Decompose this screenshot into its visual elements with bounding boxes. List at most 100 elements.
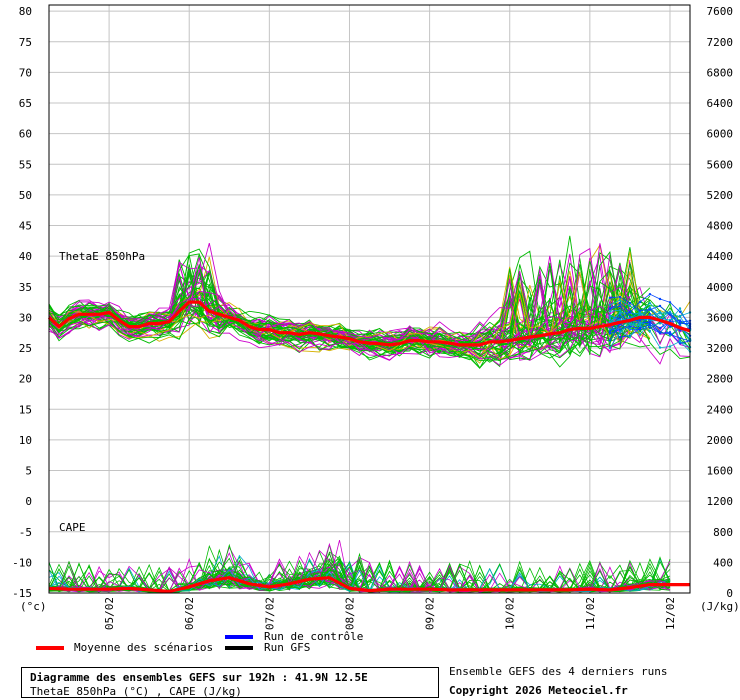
thetae-late-member-point [678,322,682,325]
axis-labels: -15 0 -10 400 -5 800 0 1200 5 1600 10 2000 15 2400 20 2… [12,5,740,630]
left-tick-label: 35 [19,281,32,294]
thetae-late-member-point [618,304,622,308]
left-tick-label: 25 [19,342,32,355]
left-tick-label: 50 [19,189,32,202]
left-tick-label: 0 [25,495,32,508]
right-tick-label: 400 [713,556,733,569]
thetae-late-member-point [648,329,652,333]
thetae-late-member-point [658,304,662,308]
thetae-late-member-point [638,300,642,304]
legend-label: Moyenne des scénarios [74,641,213,654]
thetae-late-member-point [628,304,632,308]
thetae-late-member-point [628,301,632,305]
thetae-late-member-point [648,293,652,296]
left-tick-label: 65 [19,97,32,110]
thetae-late-member-point [658,322,662,325]
thetae-late-member-point [618,298,622,302]
left-tick-label: 30 [19,311,32,324]
right-tick-label: 4400 [707,250,734,263]
thetae-late-member-point [668,301,672,304]
thetae-late-member-point [678,329,682,332]
thetae-late-member-point [648,320,652,323]
right-axis-unit: (J/kg) [700,600,740,613]
left-tick-label: 10 [19,434,32,447]
caption-subtitle: ThetaE 850hPa (°C) , CAPE (J/kg) [30,685,242,698]
left-tick-label: 55 [19,158,32,171]
thetae-late-member-point [638,333,642,336]
date-tick-label: 10/02 [504,597,517,630]
thetae-late-member-point [628,335,632,338]
left-tick-label: 20 [19,373,32,386]
thetae-late-member-point [668,332,672,336]
thetae-late-member-point [678,342,682,345]
left-tick-label: 70 [19,66,32,79]
thetae-late-member-point [658,326,662,330]
thetae-late-member-point [628,322,632,325]
cape-panel-label: CAPE [59,521,86,534]
right-tick-label: 6400 [707,97,734,110]
thetae-member-line [48,281,651,357]
left-tick-label: -15 [12,587,32,600]
thetae-late-member-point [638,327,642,330]
chart-grid [49,5,690,594]
thetae-mean-line [47,300,691,347]
thetae-late-member-point [658,346,662,349]
thetae-panel-label: ThetaE 850hPa [59,250,145,263]
thetae-late-member-point [628,325,632,328]
right-tick-label: 5200 [707,189,734,202]
thetae-late-member-point [678,319,682,322]
date-tick-label: 12/02 [664,597,677,630]
thetae-late-member-point [638,311,642,314]
thetae-late-member-point [658,311,662,315]
copyright: Copyright 2026 Meteociel.fr [449,684,628,697]
right-tick-label: 5600 [707,158,734,171]
thetae-late-member-point [678,307,682,310]
thetae-late-member-point [618,295,622,299]
thetae-late-member-point [608,332,612,335]
thetae-late-member-point [618,312,622,315]
thetae-member-line [48,260,691,363]
thetae-late-member-point [648,323,652,326]
thetae-late-member-point [668,345,672,348]
left-tick-label: 5 [25,465,32,478]
thetae-late-member-point [628,311,632,314]
right-tick-label: 3200 [707,342,734,355]
caption-title: Diagramme des ensembles GEFS sur 192h : … [30,671,368,684]
ensemble-members [48,235,692,593]
right-tick-label: 2000 [707,434,734,447]
left-axis-unit: (°c) [20,600,47,613]
right-tick-label: 2400 [707,403,734,416]
left-tick-label: -5 [19,526,32,539]
thetae-late-member-point [608,307,612,310]
left-tick-label: 45 [19,220,32,233]
thetae-late-member-point [618,331,622,334]
left-tick-label: -10 [12,556,32,569]
date-tick-label: 09/02 [424,597,437,630]
thetae-late-member-point [668,313,672,316]
thetae-late-member-point [648,302,652,305]
left-tick-label: 15 [19,403,32,416]
thetae-late-member-point [618,336,622,339]
right-tick-label: 7600 [707,5,734,18]
thetae-member-line [48,256,651,347]
thetae-late-member-point [618,301,622,305]
thetae-late-member-point [678,337,682,340]
legend-label: Run de contrôle [264,630,363,643]
thetae-late-member-point [678,340,682,343]
thetae-late-member-point [658,331,662,334]
thetae-late-member-point [668,325,672,328]
cape-mean-line [48,576,690,594]
thetae-late-member-point [648,308,652,311]
right-tick-label: 4000 [707,281,734,294]
thetae-late-member-point [678,314,682,318]
thetae-late-member-point [638,319,642,322]
thetae-late-member-point [608,339,612,342]
date-tick-label: 08/02 [343,597,356,630]
date-tick-label: 05/02 [103,597,116,630]
thetae-late-member-point [668,331,672,334]
thetae-late-member-point [608,330,612,333]
right-tick-label: 800 [713,526,733,539]
right-tick-label: 0 [726,587,733,600]
thetae-late-member-point [658,297,662,301]
thetae-late-member-point [638,324,642,328]
